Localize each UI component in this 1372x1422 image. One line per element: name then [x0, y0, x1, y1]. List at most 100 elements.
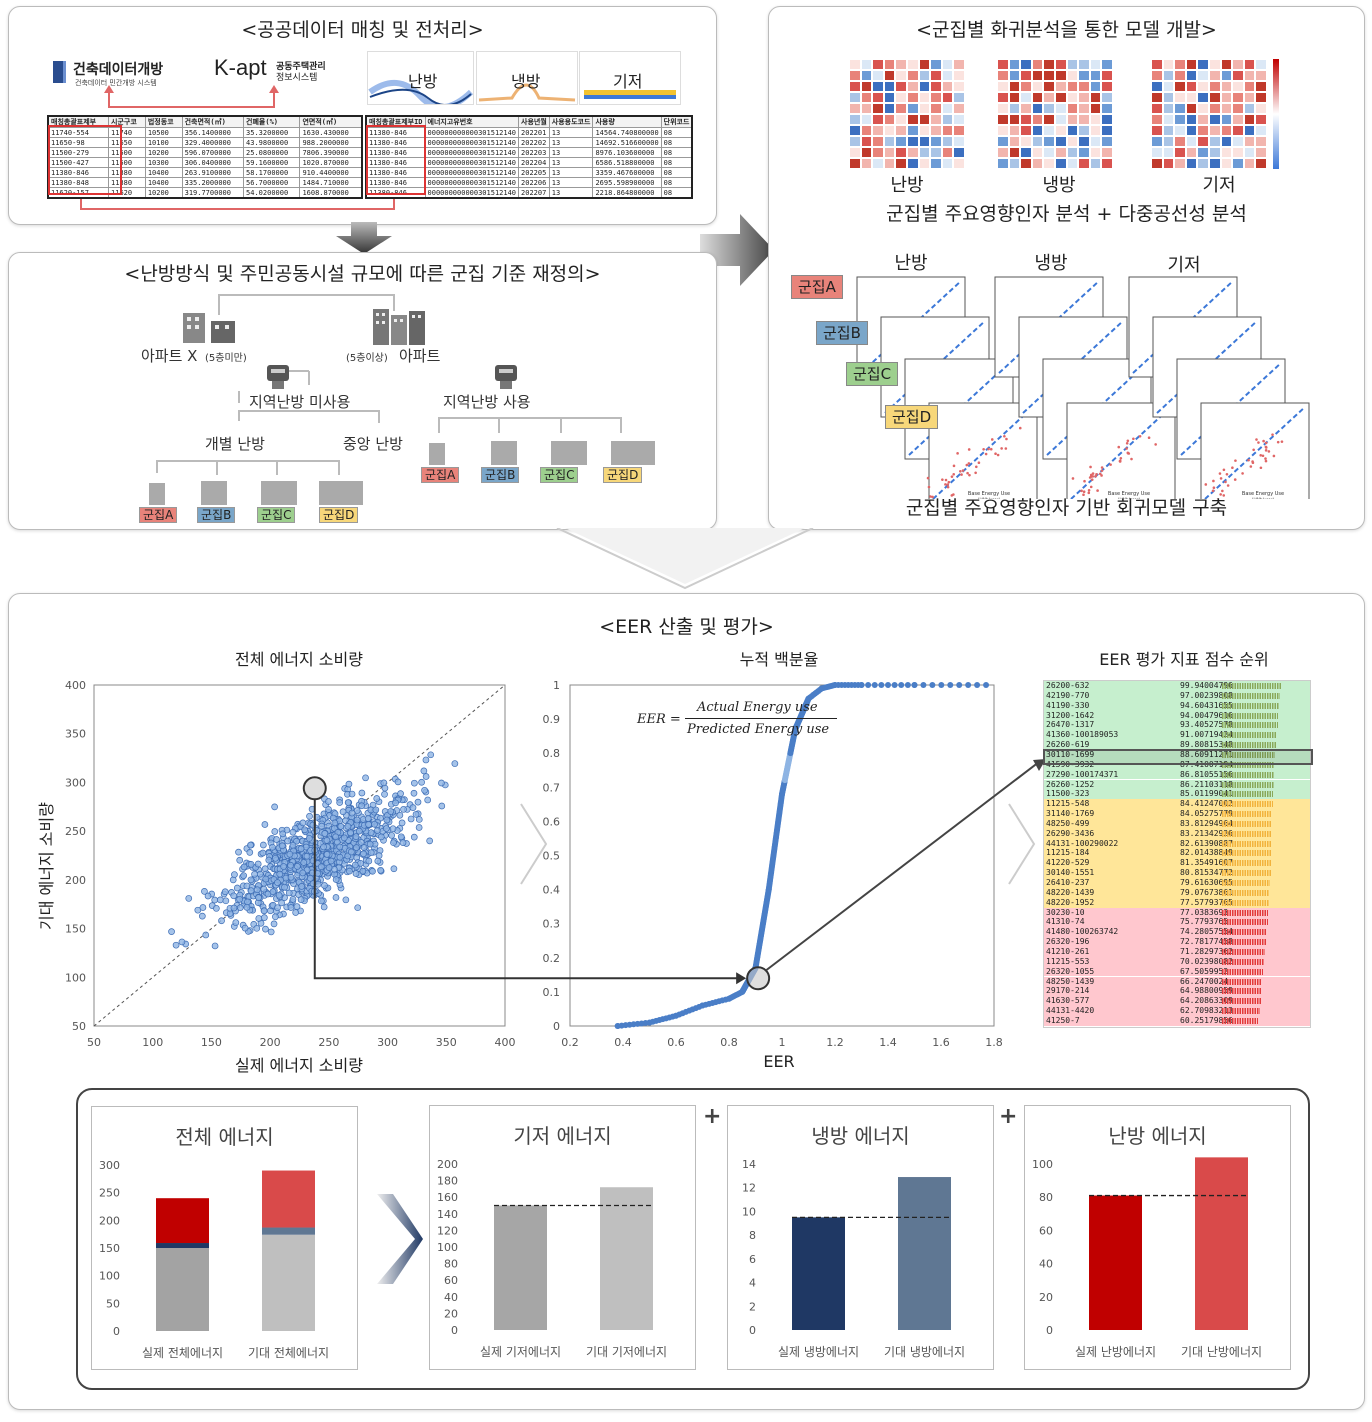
heatmap-cooling	[997, 59, 1113, 169]
rank-row: 41250-7 60.25179856	[1044, 1015, 1310, 1026]
scatter-point	[320, 903, 328, 911]
eer-formula: EER = Actual Energy use Predicted Energy…	[637, 698, 847, 742]
scatter-ytick: 100	[65, 971, 86, 984]
heatmap-cell	[1066, 81, 1079, 92]
regression-point	[1272, 454, 1276, 458]
bar-chart-svg: 100 80 60 40 20 0 실제 난방에너지 기대 난방에너지	[1032, 1157, 1262, 1359]
heatmap-cell	[1020, 92, 1032, 103]
scatter-point	[211, 942, 219, 950]
scatter-point	[230, 904, 238, 912]
heatmap-cell	[883, 158, 896, 169]
heatmap-cell	[1220, 59, 1233, 70]
heatmap-cell	[918, 59, 931, 70]
heatmap-cell	[1232, 158, 1244, 169]
rank-bar	[1222, 781, 1274, 788]
heatmap-cell	[1008, 136, 1021, 147]
rank-bar	[1222, 683, 1282, 689]
cdf-xtick: 1	[779, 1036, 786, 1049]
cdf-ytick: 0.1	[543, 986, 561, 999]
heatmap-cell	[1031, 81, 1044, 92]
highlight-point	[302, 776, 327, 801]
heatmap-cell	[1055, 158, 1067, 169]
rank-row: 26200-632 99.94004796	[1044, 681, 1310, 691]
heatmap-cell	[1209, 147, 1221, 158]
rank-row: 41210-261 71.28297362	[1044, 946, 1310, 957]
bar-ytick: 40	[444, 1291, 458, 1304]
regression-point	[989, 447, 993, 451]
rank-id: 11215-184	[1046, 848, 1090, 858]
regression-point	[1252, 448, 1255, 452]
cdf-ytick: 0.7	[543, 781, 561, 794]
heatmap-cell	[860, 70, 873, 81]
cdf-xtick: 1.6	[932, 1036, 950, 1049]
regression-point	[968, 473, 971, 477]
bar-chart-base: 기저 에너지 200 180 160 140 120 100 80 60 40 20 0 실제 기저에너…	[429, 1105, 696, 1370]
scatter-point	[451, 760, 459, 767]
heatmap-cell	[1043, 103, 1055, 114]
heatmap-cell	[1043, 147, 1055, 158]
rank-id: 26410-237	[1046, 878, 1090, 887]
scatter-point	[426, 837, 434, 845]
rank-score: 83.81294964	[1180, 818, 1233, 828]
bar-ytick: 120	[437, 1224, 458, 1237]
scatter-point	[358, 802, 366, 810]
bar-chart-group	[76, 1088, 1310, 1390]
bar-ytick: 8	[749, 1229, 756, 1242]
cdf-ytick: 0.5	[543, 850, 561, 863]
scatter-ytick: 400	[65, 679, 86, 692]
scatter-point	[306, 812, 313, 820]
down-arrow-icon	[336, 222, 392, 254]
rank-row: 27290-100174371 86.81055156	[1044, 769, 1310, 780]
heatmap-cell	[941, 103, 954, 114]
scatter-xtick: 100	[142, 1036, 163, 1049]
regression-point	[1231, 466, 1234, 470]
rank-row: 11215-548 84.41247002	[1044, 799, 1310, 810]
scatter-point	[256, 870, 264, 878]
regression-point	[1071, 477, 1075, 480]
heatmap-cell	[1151, 147, 1163, 158]
heatmap-cell	[1066, 59, 1079, 70]
scatter-xtick: 400	[495, 1036, 516, 1049]
heatmap-cell	[997, 70, 1009, 81]
heatmap-cell	[1031, 125, 1044, 136]
heatmap-cell	[918, 125, 931, 136]
cdf-point	[779, 791, 785, 798]
scatter-point	[185, 895, 193, 902]
rank-score: 83.21342926	[1180, 828, 1233, 838]
rank-id: 41220-529	[1046, 858, 1090, 868]
rank-bar	[1222, 791, 1273, 798]
bar-ytick: 10	[742, 1205, 756, 1218]
mini-chart-base: 기저	[579, 51, 681, 105]
regression-point	[994, 452, 997, 456]
rank-id: 41250-7	[1046, 1015, 1080, 1025]
heatmap-cell	[1055, 103, 1067, 114]
heatmap-cell	[1209, 158, 1221, 169]
heatmap-cell	[907, 59, 919, 70]
heatmap-cell	[849, 136, 861, 147]
scatter-point	[421, 786, 428, 794]
scatter-point	[292, 909, 300, 916]
rank-score: 67.5059952	[1180, 966, 1229, 976]
regression-point	[996, 453, 1000, 457]
scatter-point	[289, 828, 297, 836]
bar-ytick: 20	[444, 1307, 458, 1320]
heatmap-cell	[997, 92, 1009, 103]
regression-point	[1082, 493, 1085, 497]
heatmap-cell	[1162, 125, 1175, 136]
scatter-point	[202, 931, 210, 939]
heatmap-cell	[1255, 114, 1267, 125]
heatmap-cell	[1243, 81, 1256, 92]
bar-ytick: 0	[113, 1325, 120, 1338]
heatmap-cell	[1101, 114, 1113, 125]
heatmap-cell	[1043, 136, 1055, 147]
rank-bar	[1222, 889, 1270, 896]
scatter-point	[410, 833, 418, 841]
scatter-point	[240, 872, 247, 880]
scatter-point	[387, 808, 395, 815]
rank-score: 99.94004796	[1180, 681, 1233, 690]
regression-point	[982, 447, 985, 451]
heatmap-cell	[1174, 125, 1186, 136]
scatter-point	[400, 805, 407, 813]
regression-point	[961, 469, 965, 472]
